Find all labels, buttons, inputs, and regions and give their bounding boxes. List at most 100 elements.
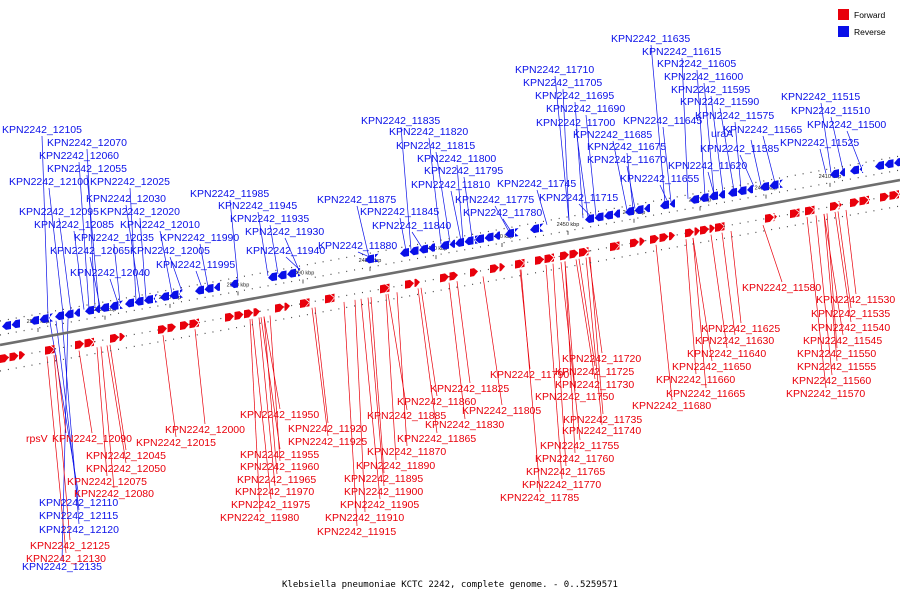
reverse-gene-arrow xyxy=(100,303,109,312)
forward-gene-arrow xyxy=(805,206,814,216)
reverse-gene-arrow xyxy=(2,320,11,330)
reverse-gene-arrow xyxy=(64,309,74,319)
reverse-gene-arrow xyxy=(30,315,39,325)
forward-gene-arrow xyxy=(551,253,555,262)
forward-gene-arrow xyxy=(659,233,669,243)
forward-gene-arrow xyxy=(880,192,889,202)
forward-gene-arrow xyxy=(300,299,309,308)
reverse-gene-arrow xyxy=(94,304,100,313)
forward-leader-line xyxy=(806,217,827,389)
forward-gene-arrow xyxy=(773,213,777,222)
reverse-leader-line xyxy=(229,199,239,282)
forward-gene-label: KPN2242_11980 xyxy=(220,512,299,524)
forward-gene-label: KPN2242_12015 xyxy=(136,437,216,449)
reverse-gene-arrow xyxy=(769,180,779,190)
reverse-gene-label: KPN2242_11695 xyxy=(535,90,614,102)
reverse-gene-arrow xyxy=(455,237,464,247)
reverse-gene-arrow xyxy=(850,165,859,175)
forward-leader-line xyxy=(162,335,177,438)
forward-gene-arrow xyxy=(850,198,859,208)
reverse-leader-line xyxy=(696,69,706,196)
reverse-gene-label: KPN2242_11780 xyxy=(463,207,542,219)
forward-gene-arrow xyxy=(234,311,244,321)
reverse-gene-label: KPN2242_12120 xyxy=(39,524,119,536)
reverse-gene-label: KPN2242_11800 xyxy=(417,153,496,165)
reverse-gene-label: KPN2242_11710 xyxy=(515,64,594,76)
forward-leader-line xyxy=(96,347,108,477)
scale-tick-label: 2470 kbp xyxy=(425,246,448,252)
reverse-gene-arrow xyxy=(669,199,675,208)
forward-gene-arrow xyxy=(796,208,800,218)
forward-leader-line xyxy=(575,259,596,380)
reverse-gene-arrow xyxy=(39,314,49,324)
forward-gene-arrow xyxy=(811,205,815,215)
reverse-leader-line xyxy=(650,44,666,204)
forward-leader-line xyxy=(269,315,281,462)
reverse-gene-arrow xyxy=(428,243,435,252)
legend-forward-label: Forward xyxy=(854,10,885,20)
reverse-leader-line xyxy=(195,270,203,289)
forward-leader-line xyxy=(578,258,596,367)
reverse-gene-arrow xyxy=(660,200,669,210)
reverse-gene-arrow xyxy=(195,285,204,295)
reverse-gene-arrow xyxy=(125,298,134,308)
reverse-gene-arrow xyxy=(109,301,119,311)
reverse-leader-line xyxy=(199,243,209,287)
forward-gene-label: KPN2242_11680 xyxy=(632,400,711,412)
forward-leader-line xyxy=(53,355,71,541)
forward-leader-line xyxy=(564,261,576,392)
forward-gene-label: KPN2242_12130 xyxy=(26,553,106,565)
forward-leader-line xyxy=(311,307,329,437)
forward-gene-arrow xyxy=(579,247,588,257)
forward-leader-line xyxy=(251,318,272,500)
reverse-gene-label: KPN2242_11605 xyxy=(657,58,736,70)
reverse-gene-label: KPN2242_12070 xyxy=(47,137,127,149)
reverse-gene-arrow xyxy=(49,313,53,322)
reverse-gene-arrow xyxy=(365,254,374,264)
track-guide-line xyxy=(0,155,900,322)
forward-gene-arrow xyxy=(45,345,54,355)
reverse-gene-arrow xyxy=(296,267,301,277)
forward-gene-arrow xyxy=(616,241,620,251)
forward-leader-line xyxy=(396,292,408,447)
reverse-leader-line xyxy=(536,189,548,225)
forward-leader-line xyxy=(545,264,563,480)
forward-gene-arrow xyxy=(440,273,449,283)
forward-gene-label: KPN2242_11720 xyxy=(562,353,641,365)
forward-gene-arrow xyxy=(790,209,799,219)
forward-gene-label: KPN2242_11530 xyxy=(816,294,895,306)
forward-gene-label: KPN2242_11580 xyxy=(742,282,821,294)
forward-gene-label: KPN2242_12090 xyxy=(52,433,132,445)
reverse-gene-arrow xyxy=(894,158,900,167)
reverse-gene-arrow xyxy=(594,212,604,222)
forward-gene-arrow xyxy=(119,332,125,342)
forward-leader-line xyxy=(823,213,838,362)
reverse-gene-arrow xyxy=(484,232,494,242)
forward-gene-label: KPN2242_11545 xyxy=(803,335,882,347)
forward-gene-label: KPN2242_11540 xyxy=(811,322,890,334)
forward-gene-arrow xyxy=(650,234,659,244)
reverse-leader-line xyxy=(125,204,141,300)
forward-gene-label: KPN2242_11895 xyxy=(344,473,423,485)
forward-gene-arrow xyxy=(167,323,176,333)
forward-gene-arrow xyxy=(610,242,619,252)
reverse-gene-label: KPN2242_11705 xyxy=(523,77,602,89)
forward-gene-arrow xyxy=(569,249,579,259)
reverse-leader-line xyxy=(494,205,510,232)
forward-gene-label: KPN2242_11890 xyxy=(356,460,435,472)
forward-leader-line xyxy=(263,316,278,475)
forward-gene-label: KPN2242_11550 xyxy=(797,348,876,360)
reverse-gene-label: KPN2242_11635 xyxy=(611,33,690,45)
reverse-gene-label: KPN2242_11525 xyxy=(780,137,859,149)
reverse-gene-arrow xyxy=(505,228,514,238)
reverse-leader-line xyxy=(139,217,147,299)
forward-leader-line xyxy=(815,215,833,376)
reverse-gene-arrow xyxy=(625,206,634,216)
reverse-gene-label: uraA xyxy=(711,128,733,140)
forward-gene-arrow xyxy=(515,259,524,269)
reverse-leader-line xyxy=(734,121,742,190)
reverse-gene-arrow xyxy=(875,160,884,170)
forward-leader-line xyxy=(354,299,366,513)
reverse-gene-arrow xyxy=(699,193,709,203)
forward-leader-line xyxy=(360,298,381,500)
